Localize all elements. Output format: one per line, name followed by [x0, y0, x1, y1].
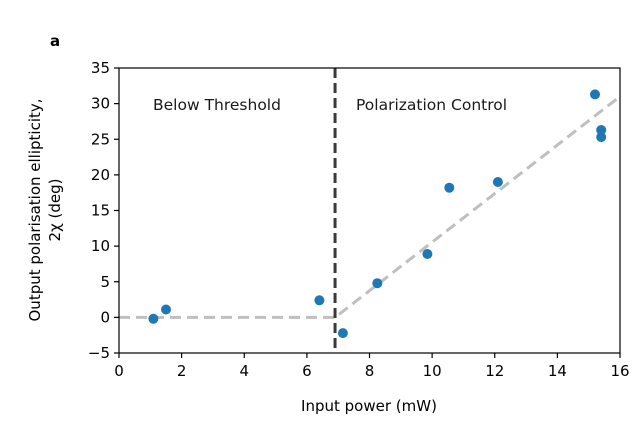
plot-area — [119, 68, 621, 353]
region-label-above: Polarization Control — [356, 96, 507, 114]
x-axis-label: Input power (mW) — [301, 397, 437, 415]
y-tick-label: 35 — [91, 59, 110, 77]
panel-label: a — [50, 32, 60, 50]
x-tick-label: 0 — [114, 362, 124, 380]
region-label-below: Below Threshold — [153, 96, 281, 114]
y-tick-label: 10 — [91, 237, 110, 255]
data-point — [161, 304, 171, 315]
data-points — [148, 89, 607, 339]
y-tick-label: 0 — [100, 308, 110, 326]
x-tick-label: 12 — [485, 362, 504, 380]
x-tick-label: 2 — [177, 362, 187, 380]
x-tick-label: 14 — [548, 362, 567, 380]
x-tick-label: 16 — [610, 362, 629, 380]
y-tick-label: 20 — [91, 166, 110, 184]
data-point — [148, 313, 159, 324]
data-point — [596, 125, 607, 135]
data-point — [596, 132, 607, 143]
y-tick-label: 5 — [100, 273, 110, 291]
y-axis: −5 0 5 10 15 20 25 30 35 — [88, 59, 119, 362]
y-tick-label: −5 — [88, 344, 110, 362]
fit-line-path — [119, 95, 621, 319]
data-point — [372, 278, 383, 289]
y-tick-label: 30 — [91, 95, 110, 113]
data-point — [590, 89, 600, 100]
x-tick-label: 8 — [365, 362, 375, 380]
y-axis-label-line2: 2χ (deg) — [46, 179, 64, 242]
x-tick-label: 10 — [423, 362, 442, 380]
data-point — [422, 249, 433, 259]
x-tick-label: 4 — [239, 362, 249, 380]
data-point — [314, 295, 325, 306]
y-tick-label: 25 — [91, 130, 110, 148]
y-tick-label: 15 — [91, 202, 110, 220]
y-axis-label-line1: Output polarisation ellipticity, — [26, 98, 44, 321]
data-point — [337, 328, 348, 339]
x-tick-label: 6 — [302, 362, 312, 380]
x-axis: 0 2 4 6 8 10 12 14 16 — [114, 353, 630, 380]
data-point — [492, 177, 503, 187]
fit-line — [119, 95, 621, 319]
data-point — [444, 182, 455, 193]
